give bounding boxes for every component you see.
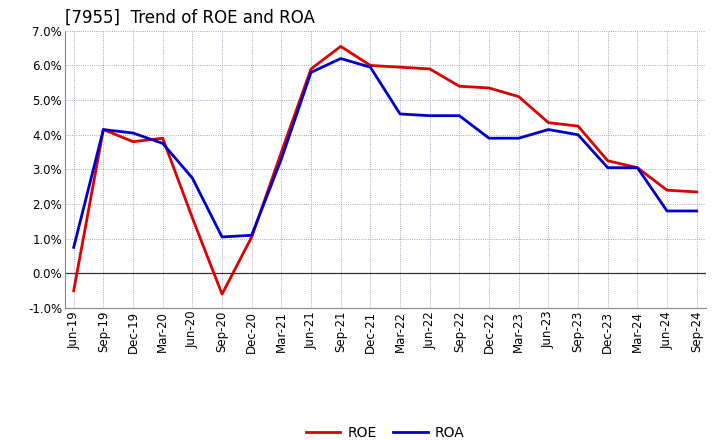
Line: ROE: ROE (73, 46, 697, 294)
ROA (693, 208, 701, 213)
ROA (455, 113, 464, 118)
ROA (217, 235, 226, 240)
ROA (336, 56, 345, 61)
ROE (99, 127, 108, 132)
ROE (158, 136, 167, 141)
ROE (455, 84, 464, 89)
ROA (366, 65, 374, 70)
Legend: ROE, ROA: ROE, ROA (300, 420, 470, 440)
ROE (603, 158, 612, 163)
ROE (188, 215, 197, 220)
ROE (217, 291, 226, 297)
ROE (69, 288, 78, 293)
ROE (544, 120, 553, 125)
ROA (426, 113, 434, 118)
ROA (277, 156, 286, 161)
Text: [7955]  Trend of ROE and ROA: [7955] Trend of ROE and ROA (65, 8, 315, 26)
ROA (603, 165, 612, 170)
ROE (426, 66, 434, 72)
ROE (248, 235, 256, 240)
ROE (396, 65, 405, 70)
ROA (129, 130, 138, 136)
ROE (633, 165, 642, 170)
ROE (336, 44, 345, 49)
ROA (188, 176, 197, 181)
ROA (248, 233, 256, 238)
ROA (633, 165, 642, 170)
ROE (485, 85, 493, 91)
ROE (662, 187, 671, 193)
ROA (662, 208, 671, 213)
ROE (574, 124, 582, 129)
ROE (693, 189, 701, 194)
ROE (277, 150, 286, 155)
ROA (485, 136, 493, 141)
ROA (99, 127, 108, 132)
ROA (158, 141, 167, 146)
ROE (129, 139, 138, 144)
ROE (514, 94, 523, 99)
ROA (396, 111, 405, 117)
ROA (69, 245, 78, 250)
ROA (307, 70, 315, 75)
ROA (514, 136, 523, 141)
ROA (544, 127, 553, 132)
ROE (366, 63, 374, 68)
Line: ROA: ROA (73, 59, 697, 247)
ROA (574, 132, 582, 137)
ROE (307, 66, 315, 72)
